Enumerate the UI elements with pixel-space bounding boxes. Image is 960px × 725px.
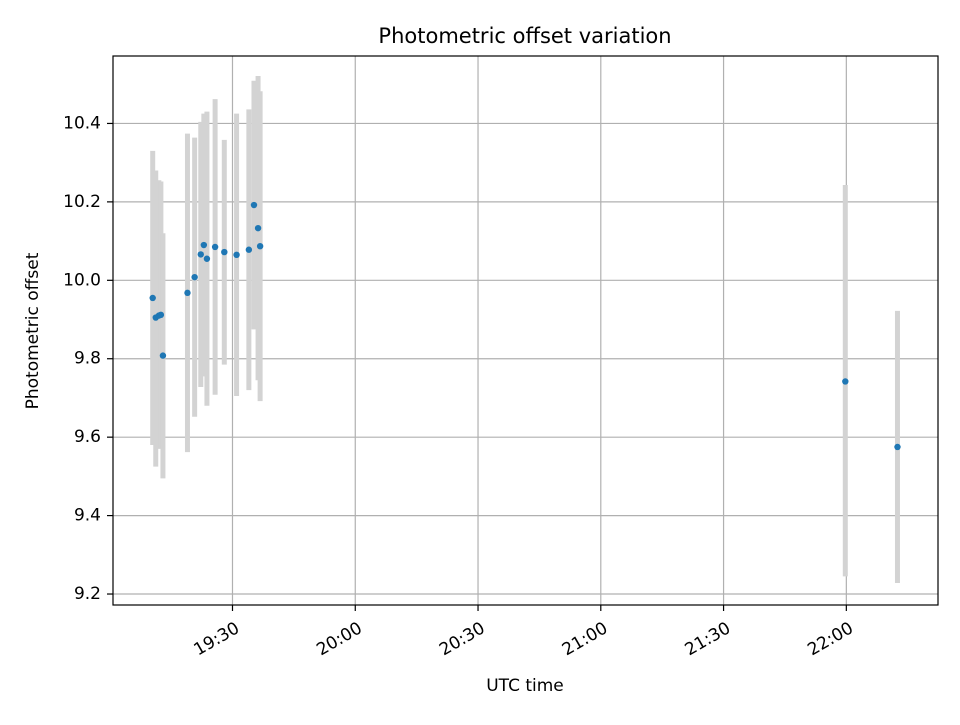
data-point xyxy=(203,255,211,262)
data-point xyxy=(191,273,198,281)
y-tick-label: 9.8 xyxy=(74,349,101,369)
y-axis-label: Photometric offset xyxy=(23,252,43,409)
data-point xyxy=(250,201,258,209)
data-point xyxy=(211,243,219,251)
y-tick-label: 9.2 xyxy=(74,584,101,604)
chart-title: Photometric offset variation xyxy=(378,24,671,48)
y-tick-label: 10.4 xyxy=(63,113,101,133)
y-tick-label: 9.6 xyxy=(74,427,101,447)
data-points xyxy=(149,201,901,451)
plot-area-frame xyxy=(112,55,939,606)
data-point xyxy=(149,294,156,302)
data-point xyxy=(159,352,167,359)
data-point xyxy=(197,251,204,258)
y-tick-label: 9.4 xyxy=(74,506,101,526)
data-point xyxy=(233,251,240,259)
y-axis-ticks: 9.2 9.4 9.6 9.8 10.0 10.2 10.4 xyxy=(63,113,113,604)
data-point xyxy=(221,248,228,256)
data-point xyxy=(256,242,264,250)
x-axis-label: UTC time xyxy=(486,676,564,696)
data-point xyxy=(254,224,262,232)
data-point xyxy=(184,289,191,297)
data-point xyxy=(842,378,849,385)
y-tick-label: 10.0 xyxy=(63,270,101,290)
data-point xyxy=(157,311,165,319)
data-point xyxy=(200,241,208,249)
data-point xyxy=(894,443,901,451)
y-tick-label: 10.2 xyxy=(63,192,101,212)
data-point xyxy=(245,246,253,253)
